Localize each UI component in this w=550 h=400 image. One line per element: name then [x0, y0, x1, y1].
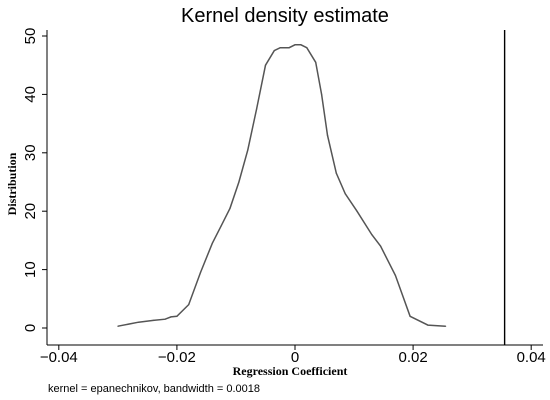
data-point	[427, 324, 429, 326]
data-point	[152, 319, 154, 321]
data-point	[256, 108, 258, 110]
y-tick-label: 30	[22, 144, 39, 161]
y-axis-ticks: 0 10 20 30 40 50	[22, 28, 47, 332]
data-point	[394, 274, 396, 276]
data-point	[164, 318, 166, 320]
data-point	[137, 321, 140, 323]
data-point	[371, 234, 373, 236]
data-points	[117, 44, 447, 327]
data-point	[306, 47, 308, 49]
y-tick-label: 0	[22, 324, 39, 332]
chart-title: Kernel density estimate	[181, 5, 389, 27]
data-point	[247, 149, 249, 151]
data-point	[211, 242, 213, 244]
data-point	[288, 47, 290, 49]
data-point	[445, 325, 447, 327]
data-point	[409, 315, 411, 317]
x-tick-label: 0	[291, 349, 299, 366]
kernel-note: kernel = epanechnikov, bandwidth = 0.001…	[48, 383, 260, 395]
x-axis-label: Regression Coefficient	[233, 364, 348, 378]
data-point	[300, 44, 302, 46]
data-point	[229, 207, 231, 209]
data-point	[238, 181, 240, 183]
data-point	[315, 61, 317, 63]
x-axis-ticks: −0.04 −0.02 0 0.02 0.04	[40, 345, 546, 366]
data-point	[356, 210, 358, 212]
data-point	[344, 193, 346, 195]
data-point	[176, 315, 178, 317]
data-point	[188, 304, 190, 306]
data-point	[380, 245, 382, 247]
y-tick-label: 50	[22, 28, 39, 45]
data-point	[170, 316, 172, 318]
data-point	[264, 64, 267, 66]
x-tick-label: 0.02	[398, 349, 427, 366]
y-tick-label: 20	[22, 203, 39, 220]
data-point	[199, 271, 202, 274]
x-tick-label: 0.04	[517, 349, 546, 366]
data-point	[335, 172, 337, 174]
data-point	[273, 50, 275, 52]
x-tick-label: −0.02	[158, 349, 196, 366]
y-axis-label: Distribution	[5, 152, 19, 215]
data-point	[321, 93, 323, 95]
data-point	[117, 325, 119, 327]
data-point	[294, 44, 296, 46]
data-point	[279, 47, 281, 49]
y-tick-label: 40	[22, 86, 39, 103]
x-tick-label: −0.04	[40, 349, 78, 366]
data-point	[326, 134, 329, 136]
data-point	[220, 225, 222, 227]
y-tick-label: 10	[22, 261, 39, 278]
density-line	[117, 44, 446, 327]
